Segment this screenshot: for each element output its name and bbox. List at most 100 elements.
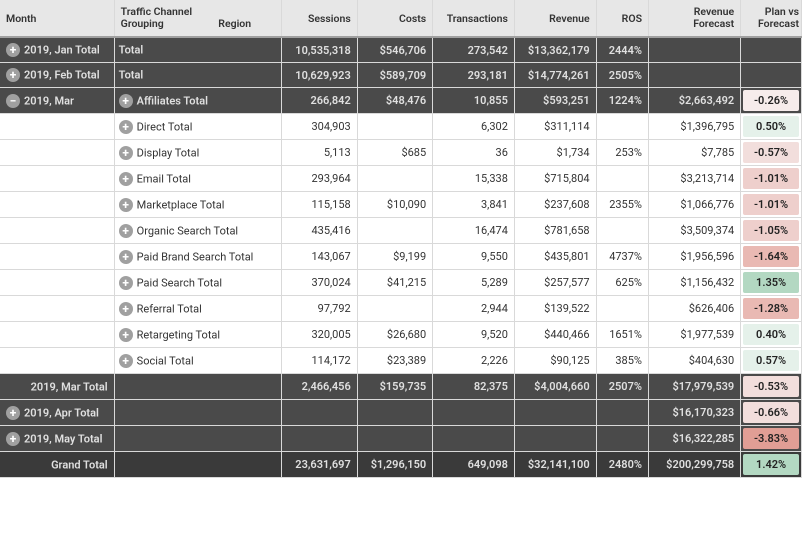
- rev-forecast-cell: $1,977,539: [648, 322, 740, 348]
- plan-forecast-cell: -0.66%: [741, 400, 802, 426]
- month-label: 2019, Feb Total: [24, 69, 100, 82]
- transactions-cell: 649,098: [433, 452, 515, 478]
- month-cell: +2019, Jan Total: [0, 37, 114, 63]
- ros-cell: 2505%: [596, 63, 648, 88]
- expand-icon[interactable]: +: [119, 328, 133, 342]
- channel-cell: [114, 452, 282, 478]
- expand-icon[interactable]: +: [119, 276, 133, 290]
- rev-forecast-cell: $17,979,539: [648, 374, 740, 400]
- plan-forecast-cell: 0.50%: [741, 114, 802, 140]
- plan-forecast-cell: 0.40%: [741, 322, 802, 348]
- sessions-cell: 143,067: [282, 244, 357, 270]
- plan-forecast-cell: -0.53%: [741, 374, 802, 400]
- rev-forecast-cell: $16,170,323: [648, 400, 740, 426]
- month-label: 2019, May Total: [24, 432, 102, 445]
- costs-cell: $41,215: [357, 270, 432, 296]
- channel-cell: +Email Total: [114, 166, 282, 192]
- sessions-cell: [282, 400, 357, 426]
- channel-label: Retargeting Total: [137, 328, 220, 341]
- expand-icon[interactable]: +: [119, 146, 133, 160]
- transactions-cell: 16,474: [433, 218, 515, 244]
- header-transactions: Transactions: [433, 0, 515, 37]
- expand-icon[interactable]: +: [119, 302, 133, 316]
- table-row: +2019, May Total$16,322,285-3.83%: [0, 426, 802, 452]
- plan-forecast-chip: -1.05%: [743, 220, 799, 241]
- revenue-cell: $14,774,261: [514, 63, 596, 88]
- month-label: Grand Total: [51, 459, 108, 472]
- expand-icon[interactable]: +: [119, 354, 133, 368]
- sessions-cell: 97,792: [282, 296, 357, 322]
- transactions-cell: 2,226: [433, 348, 515, 374]
- revenue-cell: $4,004,660: [514, 374, 596, 400]
- channel-label: Marketplace Total: [137, 198, 225, 211]
- channel-cell: [114, 374, 282, 400]
- expand-icon[interactable]: +: [119, 172, 133, 186]
- expand-icon[interactable]: +: [6, 43, 20, 57]
- rev-forecast-cell: $1,396,795: [648, 114, 740, 140]
- plan-forecast-chip: -1.28%: [743, 298, 799, 319]
- month-cell: +2019, Apr Total: [0, 400, 114, 426]
- transactions-cell: 293,181: [433, 63, 515, 88]
- channel-cell: Total: [114, 63, 282, 88]
- rev-forecast-cell: $2,663,492: [648, 88, 740, 114]
- revenue-cell: $139,522: [514, 296, 596, 322]
- plan-forecast-chip: 1.42%: [743, 454, 799, 475]
- transactions-cell: 273,542: [433, 37, 515, 63]
- expand-icon[interactable]: +: [119, 250, 133, 264]
- plan-forecast-cell: 1.42%: [741, 452, 802, 478]
- plan-forecast-chip: 1.35%: [743, 272, 799, 293]
- month-cell: [0, 296, 114, 322]
- expand-icon[interactable]: +: [6, 432, 20, 446]
- table-row: +Social Total114,172$23,3892,226$90,1253…: [0, 348, 802, 374]
- revenue-cell: $593,251: [514, 88, 596, 114]
- channel-cell: + Organic Search Total: [114, 218, 282, 244]
- month-cell: [0, 218, 114, 244]
- expand-icon[interactable]: +: [6, 68, 20, 82]
- plan-forecast-cell: -1.01%: [741, 166, 802, 192]
- channel-label: Paid Brand Search Total: [137, 250, 254, 263]
- month-cell: [0, 166, 114, 192]
- channel-label: Total: [119, 69, 144, 82]
- expand-icon[interactable]: +: [119, 94, 133, 108]
- header-costs: Costs: [357, 0, 432, 37]
- ros-cell: 2480%: [596, 452, 648, 478]
- channel-cell: + Paid Brand Search Total: [114, 244, 282, 270]
- sessions-cell: 5,113: [282, 140, 357, 166]
- ros-cell: [596, 426, 648, 452]
- table-row: +2019, Feb TotalTotal10,629,923$589,7092…: [0, 63, 802, 88]
- channel-label: Organic Search Total: [137, 224, 238, 237]
- table-row: +Retargeting Total320,005$26,6809,520$44…: [0, 322, 802, 348]
- table-row: +Marketplace Total115,158$10,0903,841$23…: [0, 192, 802, 218]
- sessions-cell: 266,842: [282, 88, 357, 114]
- sessions-cell: 320,005: [282, 322, 357, 348]
- header-ros: ROS: [596, 0, 648, 37]
- header-channel: Traffic Channel Grouping: [121, 6, 216, 30]
- month-cell: [0, 140, 114, 166]
- sessions-cell: 304,903: [282, 114, 357, 140]
- table-row: +Referral Total97,7922,944$139,522$626,4…: [0, 296, 802, 322]
- sessions-cell: 10,535,318: [282, 37, 357, 63]
- month-cell: 2019, Mar Total: [0, 374, 114, 400]
- plan-forecast-cell: -0.57%: [741, 140, 802, 166]
- costs-cell: $546,706: [357, 37, 432, 63]
- plan-forecast-chip: -1.64%: [743, 246, 799, 267]
- expand-icon[interactable]: +: [119, 120, 133, 134]
- month-cell: [0, 270, 114, 296]
- expand-icon[interactable]: +: [119, 224, 133, 238]
- costs-cell: [357, 296, 432, 322]
- revenue-cell: $715,804: [514, 166, 596, 192]
- expand-icon[interactable]: +: [119, 198, 133, 212]
- expand-icon[interactable]: +: [6, 406, 20, 420]
- revenue-cell: $781,658: [514, 218, 596, 244]
- month-cell: [0, 192, 114, 218]
- plan-forecast-chip: -3.83%: [743, 428, 799, 449]
- channel-cell: + Marketplace Total: [114, 192, 282, 218]
- sessions-cell: 2,466,456: [282, 374, 357, 400]
- ros-cell: [596, 218, 648, 244]
- table-row: +Paid Search Total370,024$41,2155,289$25…: [0, 270, 802, 296]
- ros-cell: [596, 296, 648, 322]
- collapse-icon[interactable]: −: [6, 94, 20, 108]
- plan-forecast-chip: -0.57%: [743, 142, 799, 163]
- rev-forecast-cell: $404,630: [648, 348, 740, 374]
- ros-cell: 2444%: [596, 37, 648, 63]
